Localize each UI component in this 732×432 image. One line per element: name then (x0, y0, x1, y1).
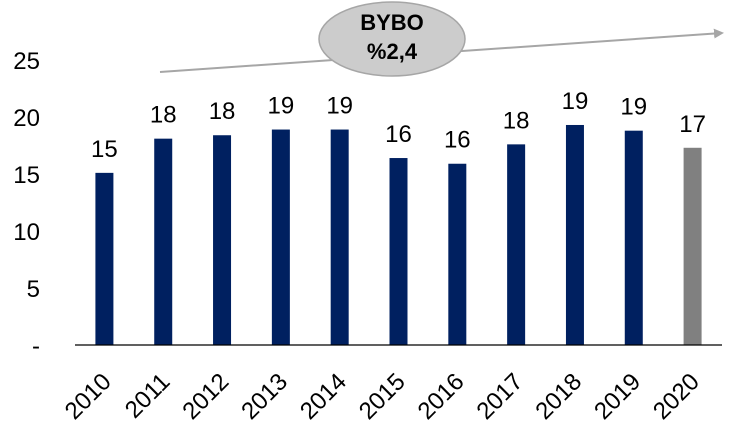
data-label: 19 (326, 93, 353, 120)
bar (565, 124, 584, 345)
x-tick-label: 2017 (472, 368, 529, 425)
bar (389, 158, 408, 345)
x-tick-label: 2015 (354, 368, 411, 425)
cagr-label-line1: BYBO (360, 10, 424, 35)
x-tick-label: 2012 (177, 368, 234, 425)
data-label: 19 (562, 88, 589, 115)
x-tick-label: 2020 (648, 368, 705, 425)
data-label: 17 (679, 111, 706, 138)
bar (213, 135, 232, 345)
bar (154, 138, 173, 345)
bar (507, 144, 526, 345)
bar (624, 130, 643, 345)
bar (448, 163, 467, 345)
y-tick-label: 5 (27, 276, 40, 303)
data-label: 16 (444, 127, 471, 154)
x-tick-label: 2019 (589, 368, 646, 425)
x-tick-label: 2016 (413, 368, 470, 425)
x-tick-label: 2014 (295, 368, 352, 425)
bars (95, 124, 702, 345)
x-axis: 2010 2011 2012 2013 2014 2015 2016 2017 2018 2019… (60, 344, 722, 425)
data-label: 18 (503, 107, 530, 134)
data-labels: 15 18 18 19 19 16 16 18 19 19 17 (91, 88, 706, 163)
data-label: 19 (620, 94, 647, 121)
x-tick-label: 2018 (530, 368, 587, 425)
data-label: 18 (150, 102, 177, 129)
cagr-callout (318, 1, 466, 77)
x-tick-label: 2010 (60, 368, 117, 425)
cagr-label-line2: %2,4 (367, 39, 418, 64)
data-label: 15 (91, 136, 118, 163)
data-label: 16 (385, 121, 412, 148)
y-axis: - 5 10 15 20 25 (13, 48, 40, 360)
bar (330, 129, 349, 345)
y-tick-label: - (32, 333, 40, 360)
data-label: 18 (209, 98, 236, 125)
bar (271, 129, 290, 345)
y-tick-label: 25 (13, 48, 40, 75)
cagr-annotation: BYBO %2,4 (159, 1, 724, 77)
data-label: 19 (268, 93, 295, 120)
bar (683, 147, 702, 345)
y-tick-label: 15 (13, 162, 40, 189)
bar (95, 172, 114, 345)
y-tick-label: 20 (13, 105, 40, 132)
x-tick-label: 2011 (120, 368, 176, 424)
x-tick-label: 2013 (236, 368, 293, 425)
y-tick-label: 10 (13, 219, 40, 246)
